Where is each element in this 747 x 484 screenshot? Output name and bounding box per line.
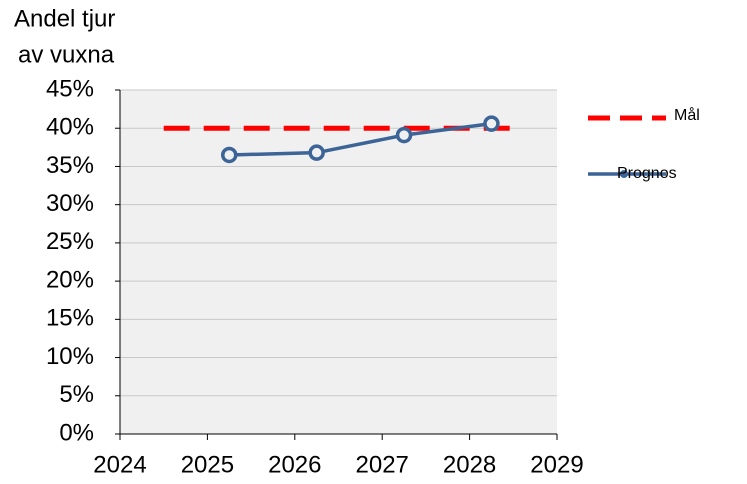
marker <box>395 126 413 144</box>
marker <box>221 146 238 164</box>
x-tick-label: 2025 <box>181 451 234 478</box>
y-tick-label: 15% <box>46 305 94 332</box>
y-tick-label: 35% <box>46 152 94 179</box>
legend-label: Prognos <box>617 165 677 182</box>
x-tick-label: 2029 <box>530 451 583 478</box>
x-tick-label: 2027 <box>356 451 409 478</box>
y-axis-label: av vuxna <box>18 41 115 68</box>
marker <box>483 115 500 132</box>
x-tick-label: 2026 <box>268 451 321 478</box>
y-tick-label: 40% <box>46 114 94 141</box>
plot-area <box>120 90 557 434</box>
y-tick-label: 30% <box>46 190 94 217</box>
x-tick-label: 2028 <box>443 451 496 478</box>
y-tick-label: 25% <box>46 228 94 255</box>
series-line <box>229 121 492 157</box>
y-tick-label: 20% <box>46 266 94 293</box>
y-axis-label: Andel tjur <box>14 5 115 32</box>
y-tick-label: 45% <box>46 75 94 102</box>
y-tick-label: 10% <box>46 343 94 370</box>
legend-label: Mål <box>674 106 700 124</box>
y-tick-label: 0% <box>59 419 94 446</box>
marker <box>308 144 325 161</box>
y-tick-label: 5% <box>59 381 94 408</box>
x-tick-label: 2024 <box>93 451 146 478</box>
legend-marker <box>620 170 628 178</box>
